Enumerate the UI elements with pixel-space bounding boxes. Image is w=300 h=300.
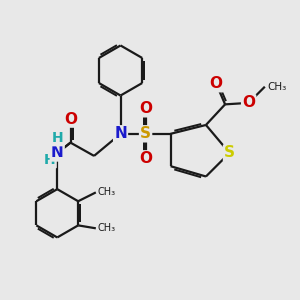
Text: CH₃: CH₃	[268, 82, 287, 92]
Text: O: O	[139, 151, 152, 166]
Text: O: O	[139, 101, 152, 116]
Text: N: N	[51, 146, 64, 160]
Text: O: O	[210, 76, 223, 91]
Text: S: S	[224, 146, 235, 160]
Text: O: O	[64, 112, 77, 127]
Text: N: N	[114, 126, 127, 141]
Text: H: H	[44, 153, 56, 167]
Text: S: S	[140, 126, 151, 141]
Text: CH₃: CH₃	[97, 223, 116, 233]
Text: H: H	[51, 131, 63, 145]
Text: O: O	[242, 95, 255, 110]
Text: CH₃: CH₃	[97, 188, 116, 197]
